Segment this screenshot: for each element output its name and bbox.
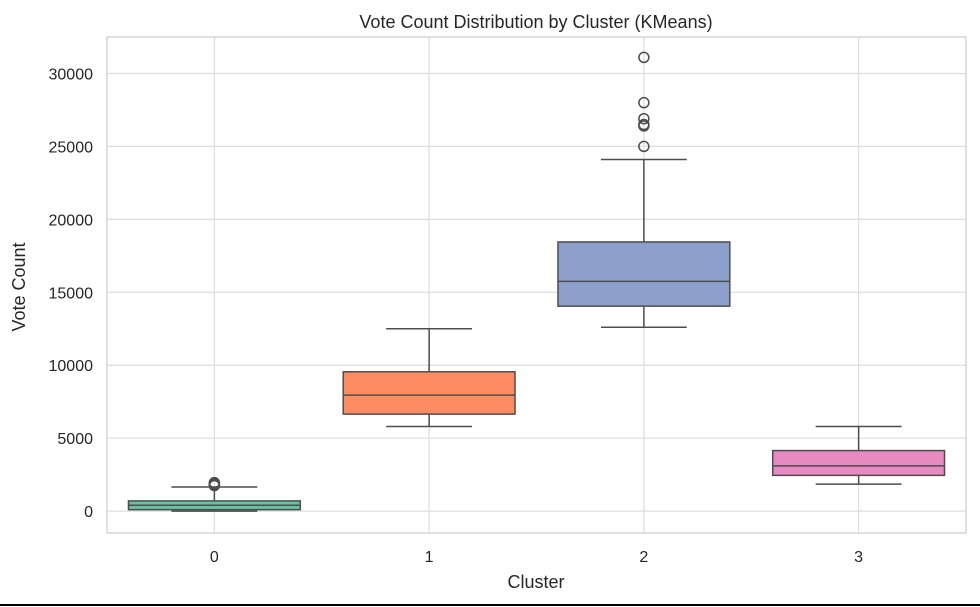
bottom-border xyxy=(0,604,980,606)
outlier-point xyxy=(638,112,650,125)
box-iqr xyxy=(771,449,946,477)
boxes xyxy=(127,51,946,512)
outlier-point xyxy=(638,140,650,153)
outlier-point xyxy=(638,96,650,109)
grid-lines xyxy=(107,37,966,533)
y-tick-label: 10000 xyxy=(49,358,94,375)
box-iqr xyxy=(342,371,516,415)
chart-title: Vote Count Distribution by Cluster (KMea… xyxy=(359,12,712,32)
y-tick-label: 5000 xyxy=(57,431,93,448)
box-cluster-1 xyxy=(342,328,516,428)
box-cluster-2 xyxy=(557,51,731,329)
outlier-point xyxy=(638,118,650,131)
y-tick-label: 0 xyxy=(84,504,93,521)
y-tick-label: 15000 xyxy=(49,285,94,302)
y-tick-label: 25000 xyxy=(49,139,94,156)
box-cluster-3 xyxy=(771,425,946,485)
x-tick-label: 3 xyxy=(854,549,863,566)
x-tick-label: 2 xyxy=(639,549,648,566)
x-axis-label: Cluster xyxy=(507,572,564,592)
outlier-point xyxy=(208,476,221,489)
tick-labels: 0 5000 10000 15000 20000 25000 30000 0 1 2 3 xyxy=(49,66,864,566)
outlier-point xyxy=(638,51,650,64)
x-tick-label: 0 xyxy=(210,549,219,566)
box-cluster-0 xyxy=(127,476,302,512)
x-tick-label: 1 xyxy=(425,549,434,566)
plot-frame xyxy=(106,36,967,534)
y-tick-label: 30000 xyxy=(49,66,94,83)
box-iqr xyxy=(557,241,731,307)
y-tick-label: 20000 xyxy=(49,212,94,229)
y-axis-label: Vote Count xyxy=(9,242,29,331)
